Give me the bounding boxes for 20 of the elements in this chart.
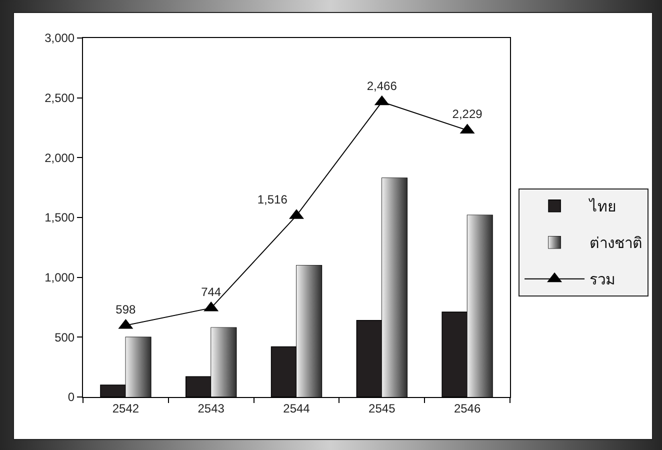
x-tick-label: 2545 (368, 401, 396, 416)
data-label: 2,466 (366, 78, 398, 93)
x-tick-label: 2544 (283, 401, 310, 416)
x-tick-label: 2542 (112, 401, 140, 416)
data-label: 2,229 (452, 107, 483, 122)
y-tick-label: 3,000 (44, 31, 75, 46)
x-tick-label: 2543 (198, 401, 225, 416)
x-tick-label: 2546 (454, 401, 481, 416)
y-tick-label: 0 (68, 390, 75, 404)
y-tick-label: 1,000 (44, 270, 75, 285)
data-label: 598 (116, 302, 136, 316)
legend-label: ต่างชาติ (590, 235, 643, 252)
y-tick-label: 2,500 (44, 91, 75, 106)
y-tick-label: 500 (54, 330, 75, 344)
data-label: 744 (201, 284, 222, 299)
data-label: 1,516 (257, 192, 288, 206)
legend-label: รวม (590, 272, 616, 289)
legend-label: ไทย (588, 198, 617, 216)
y-tick-label: 2,000 (44, 150, 75, 165)
y-tick-label: 1,500 (44, 210, 75, 225)
